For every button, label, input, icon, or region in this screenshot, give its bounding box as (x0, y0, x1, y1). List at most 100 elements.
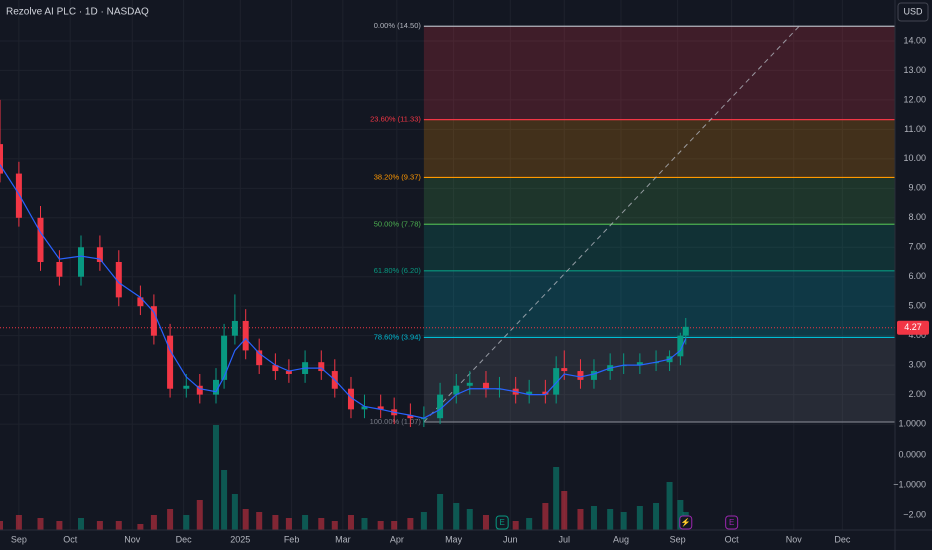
candle-body (466, 382, 473, 386)
volume-bar (302, 515, 309, 530)
last-price-label: 4.27 (904, 322, 922, 332)
candle-body (437, 394, 444, 419)
volume-bar (512, 521, 519, 530)
volume-bar (677, 500, 684, 530)
volume-bar (167, 509, 174, 530)
volume-bar (231, 494, 238, 530)
candle-body (542, 391, 549, 395)
candle-body (561, 368, 568, 372)
fib-band (423, 224, 895, 271)
event-marker (725, 515, 739, 530)
fib-band (423, 26, 895, 120)
event-marker (679, 515, 693, 530)
candle-body (15, 173, 22, 218)
candle-body (590, 371, 597, 380)
volume-bar (196, 500, 203, 530)
event-label: E (500, 518, 505, 527)
volume-bar (590, 506, 597, 530)
volume-bar (561, 491, 568, 530)
volume-tick-label: −1.0000 (893, 479, 926, 489)
candle-body (318, 362, 325, 372)
volume-bar (553, 467, 560, 530)
fib-label: 61.80% (6.20) (374, 266, 422, 275)
x-tick-label: 2025 (230, 534, 250, 544)
candle-body (242, 320, 249, 351)
volume-bar (318, 518, 325, 530)
fib-band (423, 270, 895, 338)
grid (0, 0, 895, 530)
y-tick-label: 10.00 (903, 153, 926, 163)
candle-body (677, 335, 684, 357)
candle-body (636, 362, 643, 366)
volume-bar (137, 524, 144, 530)
candle-body (115, 261, 122, 298)
y-tick-label: 2.00 (908, 389, 926, 399)
candle-body (212, 379, 219, 395)
volume-bar (96, 521, 103, 530)
currency-button[interactable] (897, 2, 929, 22)
candle-body (96, 247, 103, 262)
candle-body (150, 306, 157, 336)
x-tick-label: Dec (176, 534, 193, 544)
candle-body (183, 385, 190, 389)
volume-bar (542, 503, 549, 530)
candle-body (682, 326, 689, 336)
y-tick-label: 9.00 (908, 183, 926, 193)
x-tick-label: Sep (11, 534, 27, 544)
volume-tick-label: −2.00 (903, 509, 926, 519)
fib-label: 0.00% (14.50) (374, 21, 422, 30)
x-tick-label: Aug (613, 534, 629, 544)
candle-body (553, 368, 560, 395)
axes: 14.00 13.00 12.00 11.00 10.00 9.00 8.00 7.00 6.0… (11, 35, 929, 544)
event-marker (495, 515, 509, 530)
y-tick-label: 12.00 (903, 94, 926, 104)
y-tick-label: 4.00 (908, 330, 926, 340)
candle-body (526, 391, 533, 395)
volume-bar (221, 470, 228, 530)
y-tick-label: 8.00 (908, 212, 926, 222)
y-tick-label: 11.00 (904, 124, 926, 134)
volume-bar (466, 509, 473, 530)
x-tick-label: May (445, 534, 463, 544)
y-tick-label: 7.00 (908, 242, 926, 252)
trend-line (423, 25, 800, 423)
volume-bar (212, 425, 219, 530)
fib-label: 23.60% (11.33) (370, 115, 421, 124)
candle-body (453, 385, 460, 395)
fib-label: 50.00% (7.78) (374, 219, 422, 228)
volume-bar (150, 515, 157, 530)
volume-bar (272, 515, 279, 530)
x-tick-label: Nov (786, 534, 803, 544)
moving-average (0, 164, 687, 419)
candle-body (347, 388, 354, 410)
volume-bar (636, 506, 643, 530)
y-tick-label: 14.00 (903, 35, 926, 45)
x-tick-label: Oct (725, 534, 740, 544)
volume-bar (526, 518, 533, 530)
candle-body (0, 144, 3, 174)
volume-bar (56, 521, 63, 530)
x-tick-label: Jun (503, 534, 518, 544)
fib-retracement: 0.00% (14.50) 23.60% (11.33) 38.20% (9.37)… (370, 21, 895, 426)
candle-body (285, 371, 292, 374)
volume-bar (347, 515, 354, 530)
candle-body (137, 297, 144, 307)
candle-body (256, 350, 263, 366)
candle-body (196, 385, 203, 395)
candle-body (361, 406, 368, 410)
candle-body (221, 335, 228, 380)
volume-bar (420, 512, 427, 530)
chart-title: Rezolve AI PLC · 1D · NASDAQ (6, 7, 149, 18)
y-tick-label: 5.00 (908, 301, 926, 311)
fib-label: 38.20% (9.37) (374, 172, 422, 181)
candle-body (77, 247, 84, 277)
x-tick-label: Nov (124, 534, 141, 544)
event-label: E (729, 518, 734, 527)
event-label: ⚡ (681, 517, 691, 527)
x-tick-label: Dec (834, 534, 851, 544)
currency-label[interactable]: USD (903, 6, 923, 16)
candle-body (56, 261, 63, 277)
candle-body (577, 371, 584, 380)
